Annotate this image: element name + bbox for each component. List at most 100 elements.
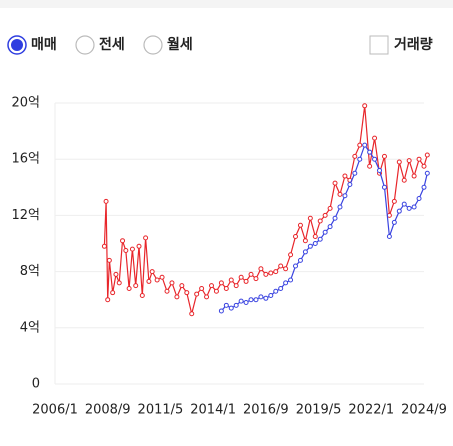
x-tick-label: 2011/5 [138, 403, 184, 418]
point [106, 257, 112, 263]
point [416, 196, 422, 202]
radio-label: 전세 [99, 36, 125, 53]
point [223, 285, 229, 291]
point [146, 278, 152, 284]
point [362, 142, 368, 148]
y-tick-label: 12억 [11, 208, 40, 223]
point [381, 153, 387, 159]
point [411, 204, 417, 210]
point [424, 170, 430, 176]
point [164, 288, 170, 294]
point [406, 158, 412, 164]
point [352, 170, 358, 176]
point [248, 297, 254, 303]
point [293, 263, 299, 269]
point [143, 235, 149, 241]
point [416, 156, 422, 162]
point [288, 277, 294, 283]
x-tick-label: 2014/1 [190, 403, 236, 418]
y-tick-label: 4억 [20, 320, 40, 335]
point [258, 266, 264, 272]
point [218, 280, 224, 286]
x-tick-label: 2006/1 [32, 403, 78, 418]
x-tick-label: 2022/1 [348, 403, 394, 418]
point [243, 300, 249, 306]
point [327, 205, 333, 211]
point [337, 191, 343, 197]
x-tick-label: 2008/9 [85, 403, 131, 418]
point [367, 149, 373, 155]
point [357, 156, 363, 162]
point [302, 249, 308, 255]
radio[interactable] [75, 35, 95, 55]
point [307, 243, 313, 249]
point [357, 142, 363, 148]
point [101, 243, 107, 249]
point [411, 173, 417, 179]
point [367, 163, 373, 169]
point [332, 180, 338, 186]
radio-trade[interactable]: 매매 [7, 35, 57, 55]
point [372, 135, 378, 141]
point [238, 298, 244, 304]
point [169, 280, 175, 286]
point [278, 263, 284, 269]
point [243, 278, 249, 284]
point [126, 285, 132, 291]
y-tick-label: 8억 [20, 264, 40, 279]
point [174, 294, 180, 300]
point [194, 291, 200, 297]
point [273, 269, 279, 275]
point [332, 215, 338, 221]
radio-jeonse[interactable]: 전세 [75, 35, 125, 55]
series-line [220, 143, 428, 312]
point [273, 288, 279, 294]
point [258, 294, 264, 300]
point [347, 181, 353, 187]
point [362, 103, 368, 109]
radio-label: 매매 [31, 37, 57, 53]
point [337, 204, 343, 210]
point [352, 153, 358, 159]
point [396, 208, 402, 214]
point [110, 290, 116, 296]
point [129, 246, 135, 252]
point [421, 163, 427, 169]
point [312, 241, 318, 246]
point [421, 184, 427, 190]
point [154, 277, 160, 283]
x-tick-label: 2019/5 [296, 403, 342, 418]
point [233, 283, 239, 289]
radio[interactable] [143, 35, 163, 55]
x-tick-label: 2016/9 [243, 403, 289, 418]
radio-wolse[interactable]: 월세 [143, 35, 193, 55]
checkbox[interactable] [369, 35, 389, 55]
point [268, 270, 274, 276]
y-tick-label: 0 [32, 377, 40, 392]
point [139, 292, 145, 298]
point [327, 224, 333, 230]
point [248, 271, 254, 277]
point [381, 184, 387, 190]
point [317, 218, 323, 224]
volume-checkbox[interactable]: 거래량 [369, 35, 433, 55]
point [401, 201, 407, 207]
point [406, 205, 412, 211]
point [312, 233, 318, 239]
checkbox-label: 거래량 [394, 37, 433, 53]
point [184, 290, 190, 296]
point [103, 198, 109, 204]
point [322, 229, 328, 235]
point [322, 212, 328, 218]
point [179, 283, 185, 289]
point [218, 308, 224, 314]
point [283, 280, 289, 286]
top-strip [0, 0, 453, 8]
radio-label: 월세 [167, 36, 193, 53]
point [302, 238, 308, 244]
point [342, 173, 348, 179]
point [120, 238, 126, 244]
point [278, 285, 284, 291]
point [317, 236, 323, 242]
point [223, 302, 229, 308]
